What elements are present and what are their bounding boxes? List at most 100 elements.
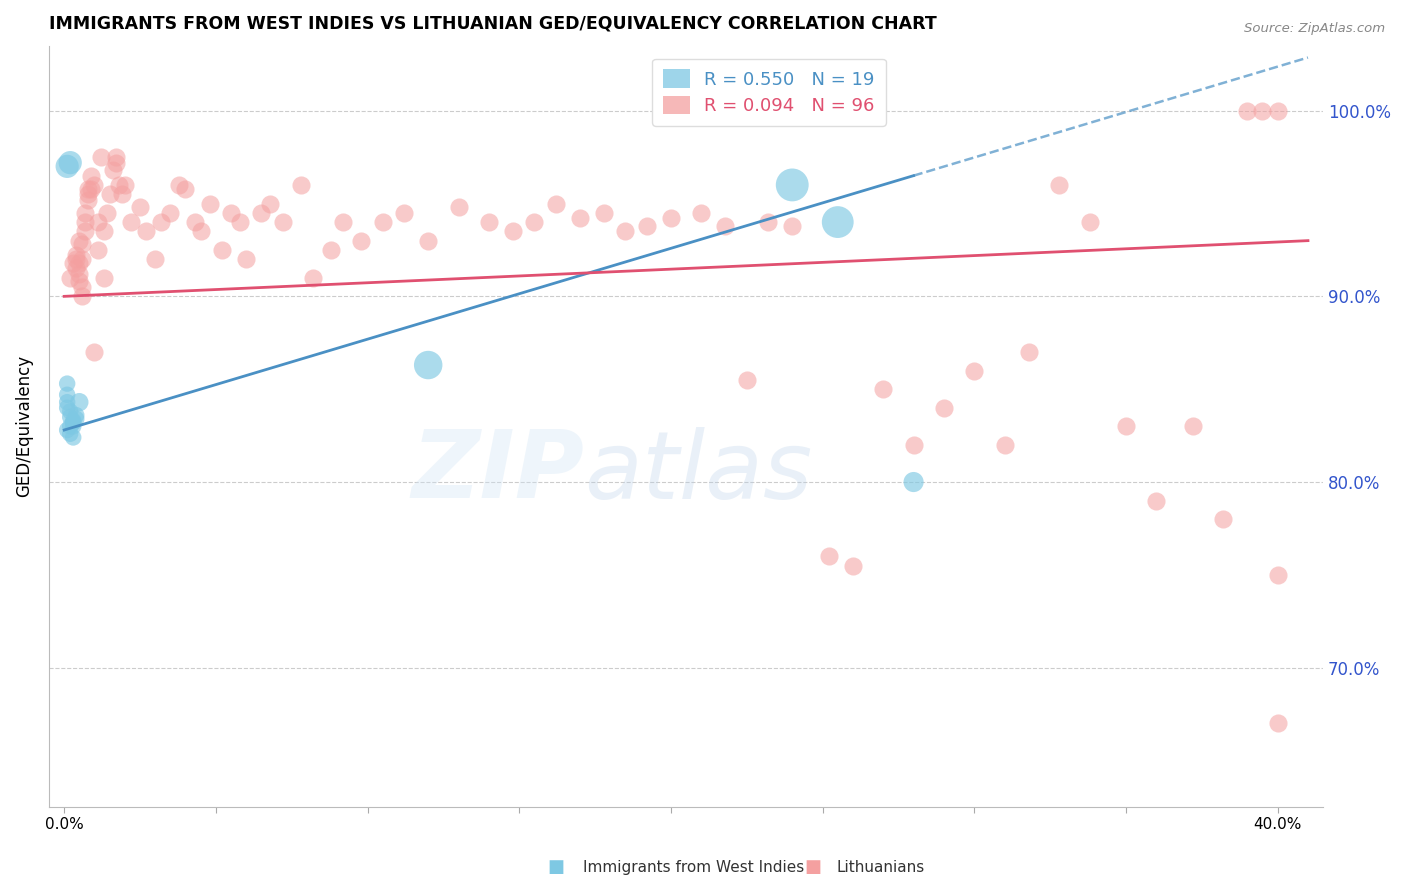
Point (93, 224, 115, 238)
Text: atlas: atlas (583, 426, 813, 517)
Point (523, 215, 546, 229)
Point (1018, 345, 1040, 359)
Point (211, 243, 233, 257)
Point (780, 219, 803, 233)
Point (83, 345, 105, 359)
Text: Immigrants from West Indies: Immigrants from West Indies (583, 861, 804, 875)
Point (62, 419, 84, 434)
Point (107, 178, 129, 192)
Point (544, 196, 567, 211)
Point (75, 206, 97, 220)
Point (319, 243, 342, 257)
Point (827, 215, 849, 229)
Point (65, 408, 87, 422)
Point (56, 160, 79, 174)
Point (932, 401, 955, 415)
Point (169, 178, 191, 192)
Point (59, 410, 82, 425)
Point (114, 178, 136, 192)
Point (159, 206, 181, 220)
Point (104, 150, 127, 164)
Point (690, 206, 713, 220)
Text: ■: ■ (804, 858, 821, 876)
Point (735, 373, 758, 387)
Point (65, 412, 87, 426)
Point (67, 267, 90, 281)
Point (1267, 716, 1289, 731)
Point (77, 181, 100, 195)
Point (174, 181, 197, 195)
Point (59, 155, 82, 169)
Point (65, 261, 87, 276)
Point (1078, 215, 1101, 229)
Point (756, 215, 779, 229)
Point (135, 224, 157, 238)
Point (332, 215, 354, 229)
Text: Source: ZipAtlas.com: Source: ZipAtlas.com (1244, 22, 1385, 36)
Point (72, 237, 94, 252)
Point (1267, 103, 1289, 118)
Point (59, 426, 82, 441)
Point (568, 211, 591, 226)
Point (1267, 567, 1289, 582)
Point (56, 395, 79, 409)
Point (780, 178, 803, 192)
Point (72, 252, 94, 267)
Point (842, 558, 865, 573)
Point (659, 211, 682, 226)
Text: ZIP: ZIP (411, 426, 583, 518)
Point (75, 215, 97, 229)
Point (86, 215, 108, 229)
Point (104, 155, 127, 169)
Point (62, 416, 84, 430)
Text: IMMIGRANTS FROM WEST INDIES VS LITHUANIAN GED/EQUIVALENCY CORRELATION CHART: IMMIGRANTS FROM WEST INDIES VS LITHUANIA… (49, 15, 936, 33)
Point (75, 224, 97, 238)
Point (90, 150, 112, 164)
Point (817, 549, 839, 564)
Point (93, 270, 115, 285)
Point (1236, 103, 1258, 118)
Point (392, 206, 415, 220)
Point (903, 438, 925, 452)
Point (62, 414, 84, 428)
Point (65, 248, 87, 262)
Point (56, 401, 79, 415)
Point (72, 280, 94, 294)
Point (67, 395, 90, 409)
Y-axis label: GED/Equivalency: GED/Equivalency (15, 355, 32, 498)
Point (101, 163, 124, 178)
Point (62, 416, 84, 430)
Point (350, 234, 373, 248)
Point (963, 363, 986, 377)
Point (418, 234, 440, 248)
Point (56, 388, 79, 402)
Point (502, 224, 524, 238)
Point (1144, 493, 1167, 508)
Point (1115, 419, 1137, 434)
Point (129, 200, 152, 214)
Point (67, 275, 90, 289)
Point (96, 206, 118, 220)
Point (872, 382, 894, 396)
Point (190, 224, 212, 238)
Point (120, 215, 142, 229)
Text: ■: ■ (547, 858, 564, 876)
Point (143, 252, 166, 267)
Point (59, 404, 82, 418)
Point (77, 193, 100, 207)
Point (636, 219, 658, 233)
Point (593, 206, 616, 220)
Legend: R = 0.550   N = 19, R = 0.094   N = 96: R = 0.550 N = 19, R = 0.094 N = 96 (652, 59, 886, 126)
Point (56, 376, 79, 391)
Point (83, 178, 105, 192)
Point (903, 475, 925, 489)
Point (614, 224, 637, 238)
Point (1251, 103, 1274, 118)
Point (80, 169, 103, 183)
Point (1212, 512, 1234, 526)
Point (302, 270, 325, 285)
Point (62, 430, 84, 444)
Point (86, 243, 108, 257)
Point (714, 219, 737, 233)
Point (72, 289, 94, 303)
